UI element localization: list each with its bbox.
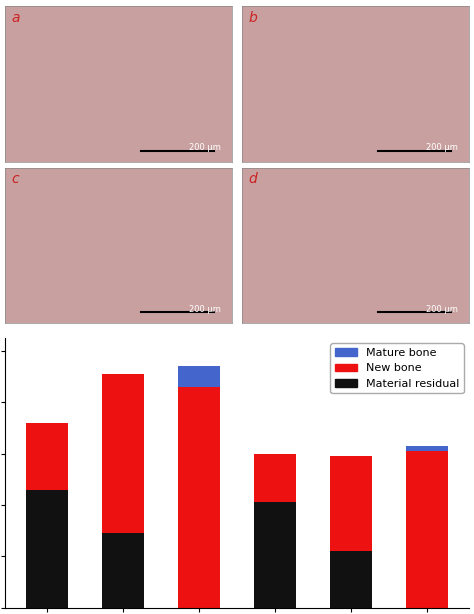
Text: 200 μm: 200 μm (189, 305, 221, 314)
Text: 200 μm: 200 μm (426, 143, 458, 152)
Bar (26, 489, 68, 608)
Bar (102, 374, 144, 534)
Text: a: a (11, 11, 20, 25)
Bar (254, 454, 296, 502)
Bar (330, 551, 372, 608)
Text: 200 μm: 200 μm (426, 305, 458, 314)
Text: c: c (11, 173, 19, 187)
Bar (178, 387, 220, 608)
Bar (406, 446, 448, 451)
Text: b: b (248, 11, 257, 25)
Bar (254, 502, 296, 608)
Bar (406, 451, 448, 608)
Bar (102, 534, 144, 608)
Text: 200 μm: 200 μm (189, 143, 221, 152)
Bar (26, 422, 68, 489)
Legend: Mature bone, New bone, Material residual: Mature bone, New bone, Material residual (330, 343, 464, 394)
Bar (330, 456, 372, 551)
Text: d: d (248, 173, 257, 187)
Bar (178, 366, 220, 387)
